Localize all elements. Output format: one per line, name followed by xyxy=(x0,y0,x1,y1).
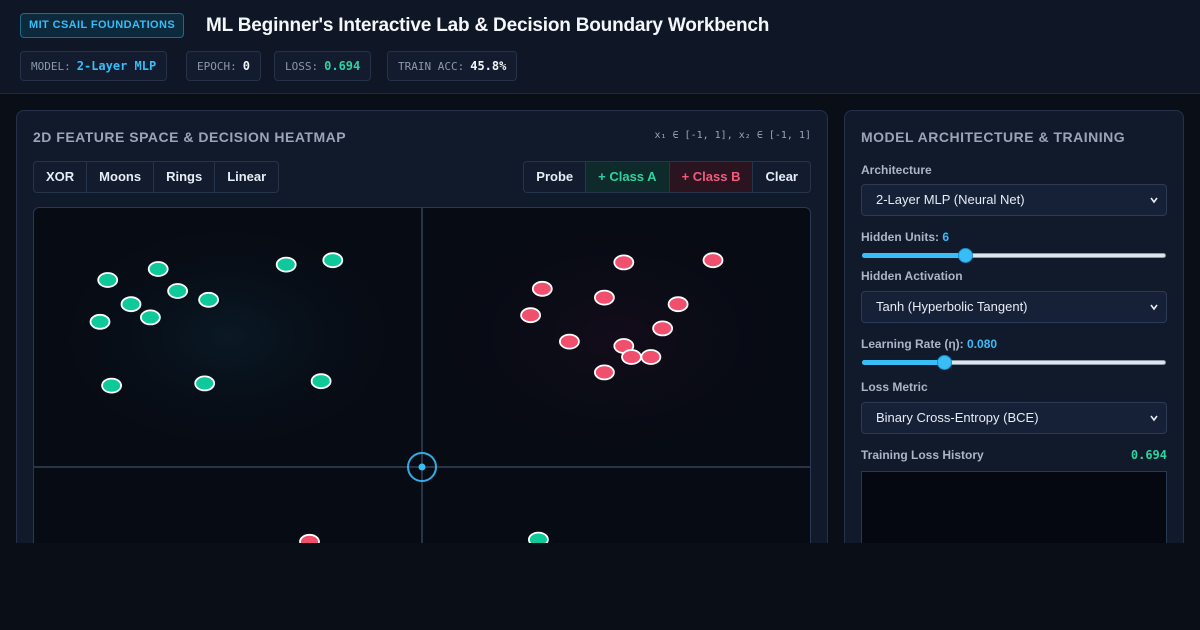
stat-model-value: 2-Layer MLP xyxy=(76,59,157,73)
learning-rate-slider[interactable] xyxy=(862,355,1166,370)
class-b-point[interactable] xyxy=(531,280,553,297)
architecture-label: Architecture xyxy=(861,163,932,177)
hidden-units-slider[interactable] xyxy=(862,248,1166,263)
probe-ring xyxy=(407,452,437,482)
class-a-point[interactable] xyxy=(97,272,119,288)
architecture-select-value: 2-Layer MLP (Neural Net) xyxy=(876,192,1025,207)
learning-rate-value: 0.080 xyxy=(967,337,998,351)
dataset-selector: XOR Moons Rings Linear xyxy=(33,161,280,193)
probe-dot xyxy=(418,463,426,471)
class-b-point[interactable] xyxy=(594,364,615,381)
dataset-moons-button[interactable]: Moons xyxy=(87,162,155,192)
model-panel-title: Model Architecture & Training xyxy=(861,129,1126,145)
class-a-point[interactable] xyxy=(167,283,189,299)
hidden-units-thumb[interactable] xyxy=(957,248,973,263)
class-b-point[interactable] xyxy=(652,320,673,337)
brand-badge: MIT CSAIL FOUNDATIONS xyxy=(20,13,185,38)
loss-metric-select-value: Binary Cross-Entropy (BCE) xyxy=(876,410,1039,425)
heatmap-region-a xyxy=(34,208,422,466)
loss-metric-select[interactable]: Binary Cross-Entropy (BCE) xyxy=(861,402,1167,434)
stat-model: MODEL: 2-Layer MLP xyxy=(20,51,168,81)
class-b-point[interactable] xyxy=(702,252,724,269)
class-a-point[interactable] xyxy=(120,296,142,313)
class-a-point[interactable] xyxy=(275,256,297,273)
point-tools: Probe + Class A + Class B Clear xyxy=(523,161,811,193)
loss-history-label: Training Loss History xyxy=(861,448,984,462)
add-class-a-button[interactable]: + Class A xyxy=(586,162,670,192)
stat-loss-value: 0.694 xyxy=(324,59,361,73)
class-b-point[interactable] xyxy=(594,289,615,306)
class-b-point[interactable] xyxy=(621,349,642,365)
class-b-point[interactable] xyxy=(559,333,580,350)
class-a-point[interactable] xyxy=(322,252,344,269)
chevron-down-icon xyxy=(1150,304,1158,311)
app-header: MIT CSAIL FOUNDATIONS ML Beginner's Inte… xyxy=(0,0,1200,94)
app-title: ML Beginner's Interactive Lab & Decision… xyxy=(206,15,770,36)
heatmap-region-b xyxy=(422,208,810,466)
chevron-down-icon xyxy=(1150,415,1158,422)
feature-space-canvas[interactable] xyxy=(33,207,811,567)
stat-model-key: MODEL: xyxy=(31,60,71,73)
stat-epoch: EPOCH: 0 xyxy=(186,51,261,81)
dataset-linear-button[interactable]: Linear xyxy=(227,169,267,184)
hidden-units-label: Hidden Units: 6 xyxy=(861,230,949,244)
add-class-b-button[interactable]: + Class B xyxy=(669,162,754,192)
activation-select-value: Tanh (Hyperbolic Tangent) xyxy=(876,299,1028,314)
feature-space-title: 2D Feature Space & Decision Heatmap xyxy=(33,129,347,145)
feature-range-label: x₁ ∈ [-1, 1], x₂ ∈ [-1, 1] xyxy=(654,130,811,141)
stat-train-acc-value: 45.8% xyxy=(470,59,507,73)
learning-rate-fill xyxy=(862,360,945,365)
learning-rate-thumb[interactable] xyxy=(936,355,952,370)
page-background xyxy=(0,543,1200,630)
loss-metric-label: Loss Metric xyxy=(861,380,928,394)
probe-marker[interactable] xyxy=(407,452,437,482)
stat-epoch-key: EPOCH: xyxy=(197,60,237,73)
model-panel: Model Architecture & Training Architectu… xyxy=(844,110,1184,561)
feature-space-panel: 2D Feature Space & Decision Heatmap x₁ ∈… xyxy=(16,110,828,567)
class-b-point[interactable] xyxy=(667,296,689,313)
hidden-units-label-text: Hidden Units: xyxy=(861,230,939,244)
architecture-select[interactable]: 2-Layer MLP (Neural Net) xyxy=(861,184,1167,216)
probe-button[interactable]: Probe xyxy=(524,162,587,192)
class-a-point[interactable] xyxy=(147,261,169,277)
clear-button[interactable]: Clear xyxy=(765,169,798,184)
stat-loss-key: LOSS: xyxy=(285,60,319,73)
learning-rate-label-text: Learning Rate (η): xyxy=(861,337,964,351)
hidden-units-fill xyxy=(862,253,966,258)
hidden-units-value: 6 xyxy=(942,230,950,244)
decision-heatmap[interactable] xyxy=(34,208,810,566)
class-a-point[interactable] xyxy=(101,377,122,394)
stat-loss: LOSS: 0.694 xyxy=(274,51,372,81)
class-a-point[interactable] xyxy=(194,375,216,392)
stat-epoch-value: 0 xyxy=(242,59,250,73)
learning-rate-label: Learning Rate (η): 0.080 xyxy=(861,337,997,351)
dataset-xor-button[interactable]: XOR xyxy=(34,162,88,192)
activation-select[interactable]: Tanh (Hyperbolic Tangent) xyxy=(861,291,1167,323)
loss-history-value: 0.694 xyxy=(1130,448,1167,462)
class-b-point[interactable] xyxy=(640,349,662,365)
class-a-point[interactable] xyxy=(198,291,220,308)
class-b-point[interactable] xyxy=(520,307,542,324)
class-b-point[interactable] xyxy=(613,254,635,271)
dataset-rings-button[interactable]: Rings xyxy=(154,162,216,192)
class-a-point[interactable] xyxy=(89,313,111,330)
stat-train-acc: TRAIN ACC: 45.8% xyxy=(387,51,518,81)
activation-label: Hidden Activation xyxy=(861,269,963,283)
chevron-down-icon xyxy=(1150,197,1158,204)
class-a-point[interactable] xyxy=(310,373,332,390)
stat-train-acc-key: TRAIN ACC: xyxy=(398,60,465,73)
class-a-point[interactable] xyxy=(140,309,161,326)
